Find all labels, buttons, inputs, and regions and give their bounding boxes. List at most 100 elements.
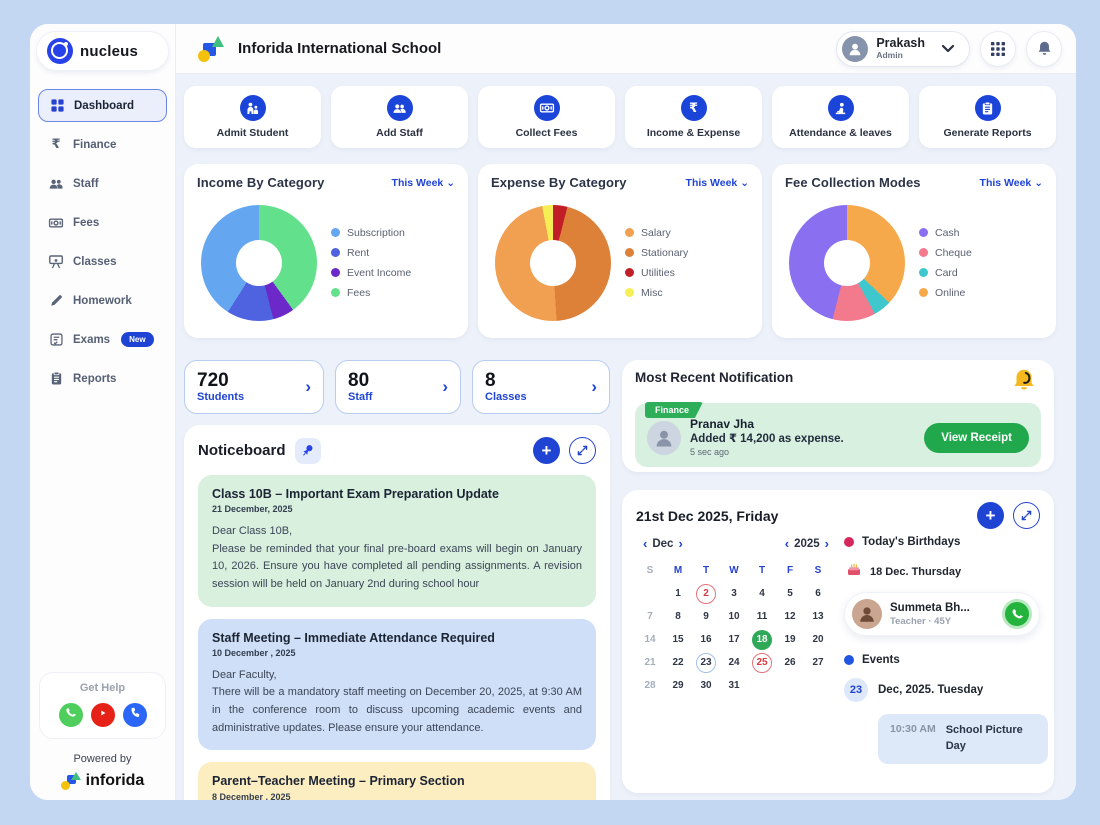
- calendar-date[interactable]: 28: [644, 680, 656, 691]
- calendar-month: Dec: [652, 537, 674, 550]
- sidebar-item-fees[interactable]: Fees: [38, 206, 167, 239]
- quick-action-admit-student[interactable]: Admit Student: [184, 86, 321, 148]
- legend-item-salary: Salary: [625, 227, 688, 239]
- chart-body: Subscription Rent Event Income Fees: [197, 190, 455, 329]
- stat-card-staff[interactable]: 80 Staff ›: [335, 360, 461, 414]
- calendar-day-header: T: [758, 565, 766, 576]
- next-year-button[interactable]: ›: [824, 536, 829, 551]
- quick-action-income-expense[interactable]: ₹ Income & Expense: [625, 86, 762, 148]
- add-notice-button[interactable]: +: [533, 437, 560, 464]
- legend-dot: [625, 248, 634, 257]
- chart-filter-dropdown[interactable]: This Week ⌄: [391, 176, 455, 189]
- phone-button[interactable]: [122, 703, 147, 727]
- add-event-button[interactable]: +: [977, 502, 1004, 529]
- app-window: nucleus Dashboard ₹ Finance Staff Fees Classe…: [30, 24, 1076, 800]
- calendar-date[interactable]: 19: [784, 634, 796, 645]
- prev-month-button[interactable]: ‹: [643, 536, 648, 551]
- dashboard-icon: [49, 98, 65, 114]
- quick-action-generate-reports[interactable]: Generate Reports: [919, 86, 1056, 148]
- calendar-date[interactable]: 12: [784, 611, 796, 622]
- next-month-button[interactable]: ›: [678, 536, 683, 551]
- legend-label: Cash: [935, 226, 960, 239]
- attendance-icon: [827, 95, 854, 121]
- calendar-date[interactable]: 27: [812, 657, 824, 668]
- calendar-date[interactable]: 24: [728, 657, 740, 668]
- prev-year-button[interactable]: ‹: [784, 536, 790, 551]
- notice-card[interactable]: Staff Meeting – Immediate Attendance Req…: [198, 618, 596, 751]
- notification-category-badge: Finance: [645, 402, 704, 418]
- sidebar-item-classes[interactable]: Classes: [38, 245, 167, 278]
- sidebar-item-dashboard[interactable]: Dashboard: [38, 89, 167, 122]
- sidebar-item-reports[interactable]: Reports: [38, 362, 167, 395]
- chart-filter-dropdown[interactable]: This Week ⌄: [685, 176, 749, 189]
- homework-icon: [48, 293, 64, 309]
- stat-card-classes[interactable]: 8 Classes ›: [472, 360, 610, 414]
- calendar-date[interactable]: 22: [672, 657, 684, 668]
- sidebar-item-label: Dashboard: [74, 99, 135, 112]
- whatsapp-button[interactable]: [1002, 599, 1032, 629]
- calendar-date[interactable]: 8: [675, 611, 681, 622]
- quick-action-add-staff[interactable]: Add Staff: [331, 86, 468, 148]
- expand-calendar-button[interactable]: [1013, 502, 1040, 529]
- calendar-date[interactable]: 9: [703, 611, 709, 622]
- chart-title: Income By Category: [197, 175, 325, 190]
- calendar-date[interactable]: 3: [731, 588, 737, 599]
- sidebar-item-staff[interactable]: Staff: [38, 167, 167, 200]
- admit-student-icon: [239, 95, 266, 121]
- calendar-date[interactable]: 30: [700, 680, 712, 691]
- chart-body: Cash Cheque Card Online: [785, 190, 1043, 329]
- view-receipt-button[interactable]: View Receipt: [924, 422, 1029, 453]
- chart-filter-dropdown[interactable]: This Week ⌄: [979, 176, 1043, 189]
- calendar-date[interactable]: 14: [644, 634, 656, 645]
- sidebar-item-label: Staff: [73, 177, 99, 190]
- calendar-date[interactable]: 20: [812, 634, 824, 645]
- event-day-badge: 23: [844, 678, 868, 702]
- calendar-date[interactable]: 18: [748, 628, 776, 651]
- calendar-date[interactable]: 10: [728, 611, 740, 622]
- calendar-date[interactable]: 2: [692, 582, 720, 605]
- calendar-date[interactable]: 31: [728, 680, 740, 691]
- whatsapp-button[interactable]: [58, 703, 83, 727]
- birthday-avatar: [852, 599, 882, 629]
- birthday-person-card: Summeta Bh... Teacher · 45Y: [844, 592, 1040, 636]
- sidebar-item-homework[interactable]: Homework: [38, 284, 167, 317]
- quick-action-attendance-leaves[interactable]: Attendance & leaves: [772, 86, 909, 148]
- quick-action-collect-fees[interactable]: Collect Fees: [478, 86, 615, 148]
- calendar-date[interactable]: 13: [812, 611, 824, 622]
- calendar-date[interactable]: 11: [756, 611, 768, 622]
- notifications-button[interactable]: [1026, 30, 1062, 67]
- staff-icon: [48, 176, 64, 192]
- calendar-date[interactable]: 29: [672, 680, 684, 691]
- sidebar-item-exams[interactable]: Exams New: [38, 323, 167, 356]
- calendar-date[interactable]: 5: [787, 588, 793, 599]
- event-card[interactable]: 10:30 AM School Picture Day: [878, 714, 1048, 764]
- calendar-date[interactable]: 4: [759, 588, 765, 599]
- stat-card-students[interactable]: 720 Students ›: [184, 360, 324, 414]
- notice-card[interactable]: Parent–Teacher Meeting – Primary Section…: [198, 762, 596, 800]
- calendar-title: 21st Dec 2025, Friday: [636, 507, 779, 524]
- noticeboard-title: Noticeboard: [198, 442, 286, 459]
- calendar-date[interactable]: 16: [700, 634, 712, 645]
- calendar-date[interactable]: 21: [644, 657, 656, 668]
- calendar-date[interactable]: 7: [647, 611, 653, 622]
- calendar-date[interactable]: 6: [815, 588, 821, 599]
- sidebar-item-finance[interactable]: ₹ Finance: [38, 128, 167, 161]
- chart-legend: Cash Cheque Card Online: [919, 227, 972, 299]
- event-time: 10:30 AM: [890, 723, 936, 735]
- calendar-date[interactable]: 15: [672, 634, 684, 645]
- legend-label: Utilities: [641, 266, 675, 279]
- apps-grid-button[interactable]: [980, 30, 1016, 67]
- expand-noticeboard-button[interactable]: [569, 437, 596, 464]
- inforida-logo-icon: [60, 772, 81, 790]
- youtube-button[interactable]: [90, 703, 115, 727]
- calendar-date[interactable]: 25: [748, 651, 776, 674]
- legend-label: Fees: [347, 286, 371, 299]
- calendar-date[interactable]: 26: [784, 657, 796, 668]
- calendar-date[interactable]: 1: [675, 588, 681, 599]
- quick-action-label: Attendance & leaves: [789, 127, 892, 139]
- user-menu[interactable]: Prakash Admin: [836, 30, 970, 67]
- calendar-date[interactable]: 23: [692, 651, 720, 674]
- calendar-date[interactable]: 17: [728, 634, 740, 645]
- notice-card[interactable]: Class 10B – Important Exam Preparation U…: [198, 475, 596, 607]
- birthdays-title: Today's Birthdays: [862, 536, 961, 548]
